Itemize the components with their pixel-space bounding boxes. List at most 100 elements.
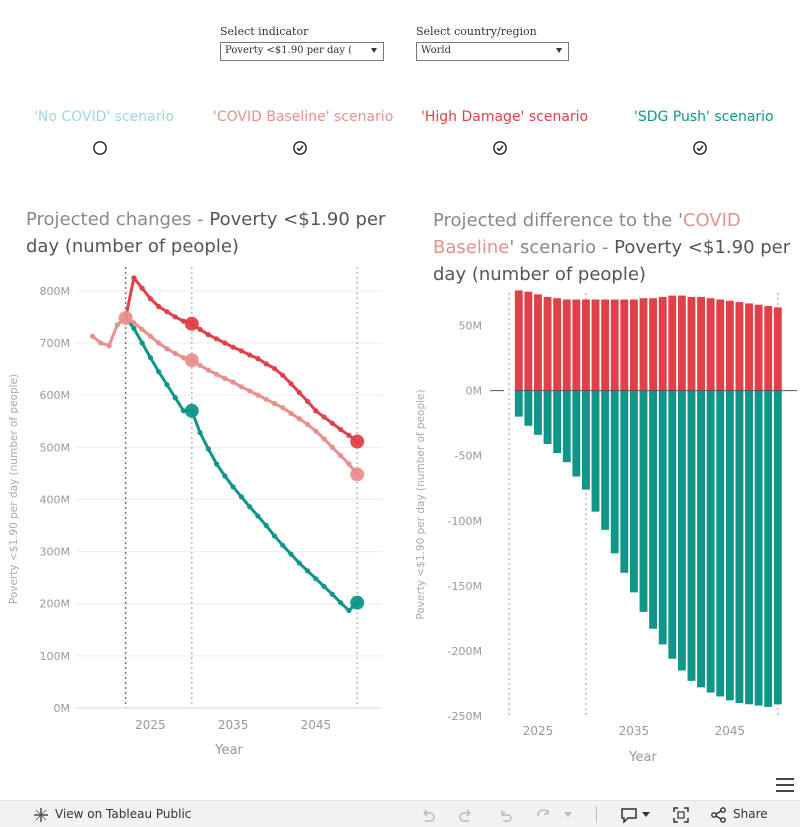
right-title-prefix: Projected difference to the ' xyxy=(433,210,683,231)
data-point-covid-baseline xyxy=(156,340,162,346)
scenario-covid-baseline-label[interactable]: 'COVID Baseline' scenario xyxy=(213,109,394,125)
bar-sdg-push xyxy=(745,390,753,705)
bar-sdg-push xyxy=(725,390,734,701)
check-circle-icon[interactable] xyxy=(492,140,508,156)
marker-covid-baseline xyxy=(118,310,133,325)
bar-high-damage xyxy=(601,299,610,391)
bar-high-damage xyxy=(735,302,744,391)
y-tick-label: 300M xyxy=(40,546,71,559)
data-point-high-damage xyxy=(296,389,302,396)
data-point-covid-baseline xyxy=(288,410,294,416)
bar-high-damage xyxy=(620,299,629,391)
data-point-high-damage xyxy=(172,314,178,320)
chevron-down-icon[interactable] xyxy=(641,811,651,819)
data-point-sdg-push xyxy=(213,461,220,467)
bar-high-damage xyxy=(716,299,725,391)
data-point-high-damage xyxy=(139,285,145,291)
data-point-covid-baseline xyxy=(321,436,327,442)
bar-high-damage xyxy=(610,299,619,391)
data-point-sdg-push xyxy=(156,369,162,375)
bar-high-damage xyxy=(639,298,648,391)
data-point-sdg-push xyxy=(280,542,286,548)
data-point-high-damage xyxy=(222,340,228,346)
comment-icon[interactable] xyxy=(620,806,638,824)
data-point-high-damage xyxy=(205,332,211,338)
data-point-sdg-push xyxy=(338,600,344,606)
data-point-high-damage xyxy=(263,361,269,367)
scenario-no-covid-label[interactable]: 'No COVID' scenario xyxy=(34,109,174,125)
data-point-covid-baseline xyxy=(164,346,170,352)
unchecked-circle-icon[interactable] xyxy=(92,140,108,156)
fullscreen-icon[interactable] xyxy=(672,806,690,824)
left-title-prefix: Projected changes - xyxy=(26,209,210,230)
data-point-historical xyxy=(89,333,96,339)
indicator-select[interactable]: Poverty <$1.90 per day (... xyxy=(220,42,384,61)
data-point-high-damage xyxy=(164,309,170,315)
projected-difference-bar-chart: -250M -200M -150M -100M -50M 0M 50M 2025 2035 204… xyxy=(415,290,797,765)
bar-sdg-push xyxy=(735,390,744,703)
bar-high-damage xyxy=(553,298,562,391)
data-point-covid-baseline xyxy=(131,320,137,326)
data-point-sdg-push xyxy=(147,355,154,361)
country-select[interactable]: World xyxy=(416,42,569,61)
country-value: World xyxy=(421,45,451,56)
share-button[interactable]: Share xyxy=(733,807,768,821)
x-tick-label: 2025 xyxy=(523,724,554,738)
share-icon[interactable] xyxy=(710,806,728,824)
view-on-tableau-link[interactable]: View on Tableau Public xyxy=(55,807,192,821)
left-title-indicator: Poverty <$1.90 per day (number of people… xyxy=(26,209,386,257)
y-axis-title: Poverty <$1.90 per day (number of people… xyxy=(8,374,20,604)
data-point-sdg-push xyxy=(263,522,269,529)
data-point-covid-baseline xyxy=(338,453,344,459)
chevron-down-icon[interactable] xyxy=(563,811,573,819)
bar-sdg-push xyxy=(582,390,590,490)
bar-high-damage xyxy=(754,304,763,391)
data-point-covid-baseline xyxy=(255,392,261,398)
marker-sdg-push xyxy=(350,595,365,610)
y-tick-label: -50M xyxy=(455,450,482,463)
bar-high-damage xyxy=(725,300,734,391)
data-point-historical xyxy=(98,340,104,346)
check-circle-icon[interactable] xyxy=(692,140,708,156)
data-point-high-damage xyxy=(156,303,162,310)
bar-sdg-push xyxy=(773,390,782,705)
refresh-icon[interactable] xyxy=(535,807,551,823)
scenario-sdg-push-label[interactable]: 'SDG Push' scenario xyxy=(634,109,774,125)
y-tick-label: 200M xyxy=(40,598,71,611)
data-point-high-damage xyxy=(313,408,319,414)
data-point-sdg-push xyxy=(172,395,178,401)
check-circle-icon[interactable] xyxy=(292,140,308,156)
scenario-high-damage-label[interactable]: 'High Damage' scenario xyxy=(421,109,589,125)
bar-sdg-push xyxy=(524,390,533,426)
undo-icon[interactable] xyxy=(420,807,436,823)
data-point-high-damage xyxy=(280,372,286,378)
bar-high-damage xyxy=(677,295,686,391)
bar-sdg-push xyxy=(687,390,696,681)
y-tick-label: 50M xyxy=(459,320,483,333)
data-point-covid-baseline xyxy=(296,416,302,422)
marker-covid-baseline xyxy=(350,467,365,482)
marker-sdg-push xyxy=(184,403,199,418)
bar-sdg-push xyxy=(754,390,763,706)
y-tick-label: -200M xyxy=(448,645,482,658)
bar-sdg-push xyxy=(534,390,542,435)
data-point-high-damage xyxy=(213,336,220,342)
data-point-covid-baseline xyxy=(313,428,319,434)
tableau-logo-icon xyxy=(34,808,48,822)
bar-high-damage xyxy=(514,290,523,391)
y-tick-label: 400M xyxy=(40,493,71,506)
data-point-sdg-push xyxy=(180,408,187,414)
y-tick-label: 0M xyxy=(466,385,483,398)
data-point-high-damage xyxy=(180,318,187,324)
bar-sdg-push xyxy=(629,390,638,593)
bar-sdg-push xyxy=(620,390,629,573)
revert-icon[interactable] xyxy=(498,807,514,823)
bar-sdg-push xyxy=(562,390,571,463)
bar-high-damage xyxy=(764,306,773,391)
y-tick-label: 800M xyxy=(40,285,71,298)
data-point-covid-baseline xyxy=(263,396,269,402)
menu-icon[interactable] xyxy=(776,778,794,796)
redo-icon[interactable] xyxy=(458,807,474,823)
bar-sdg-push xyxy=(716,390,725,697)
data-point-sdg-push xyxy=(131,325,137,331)
